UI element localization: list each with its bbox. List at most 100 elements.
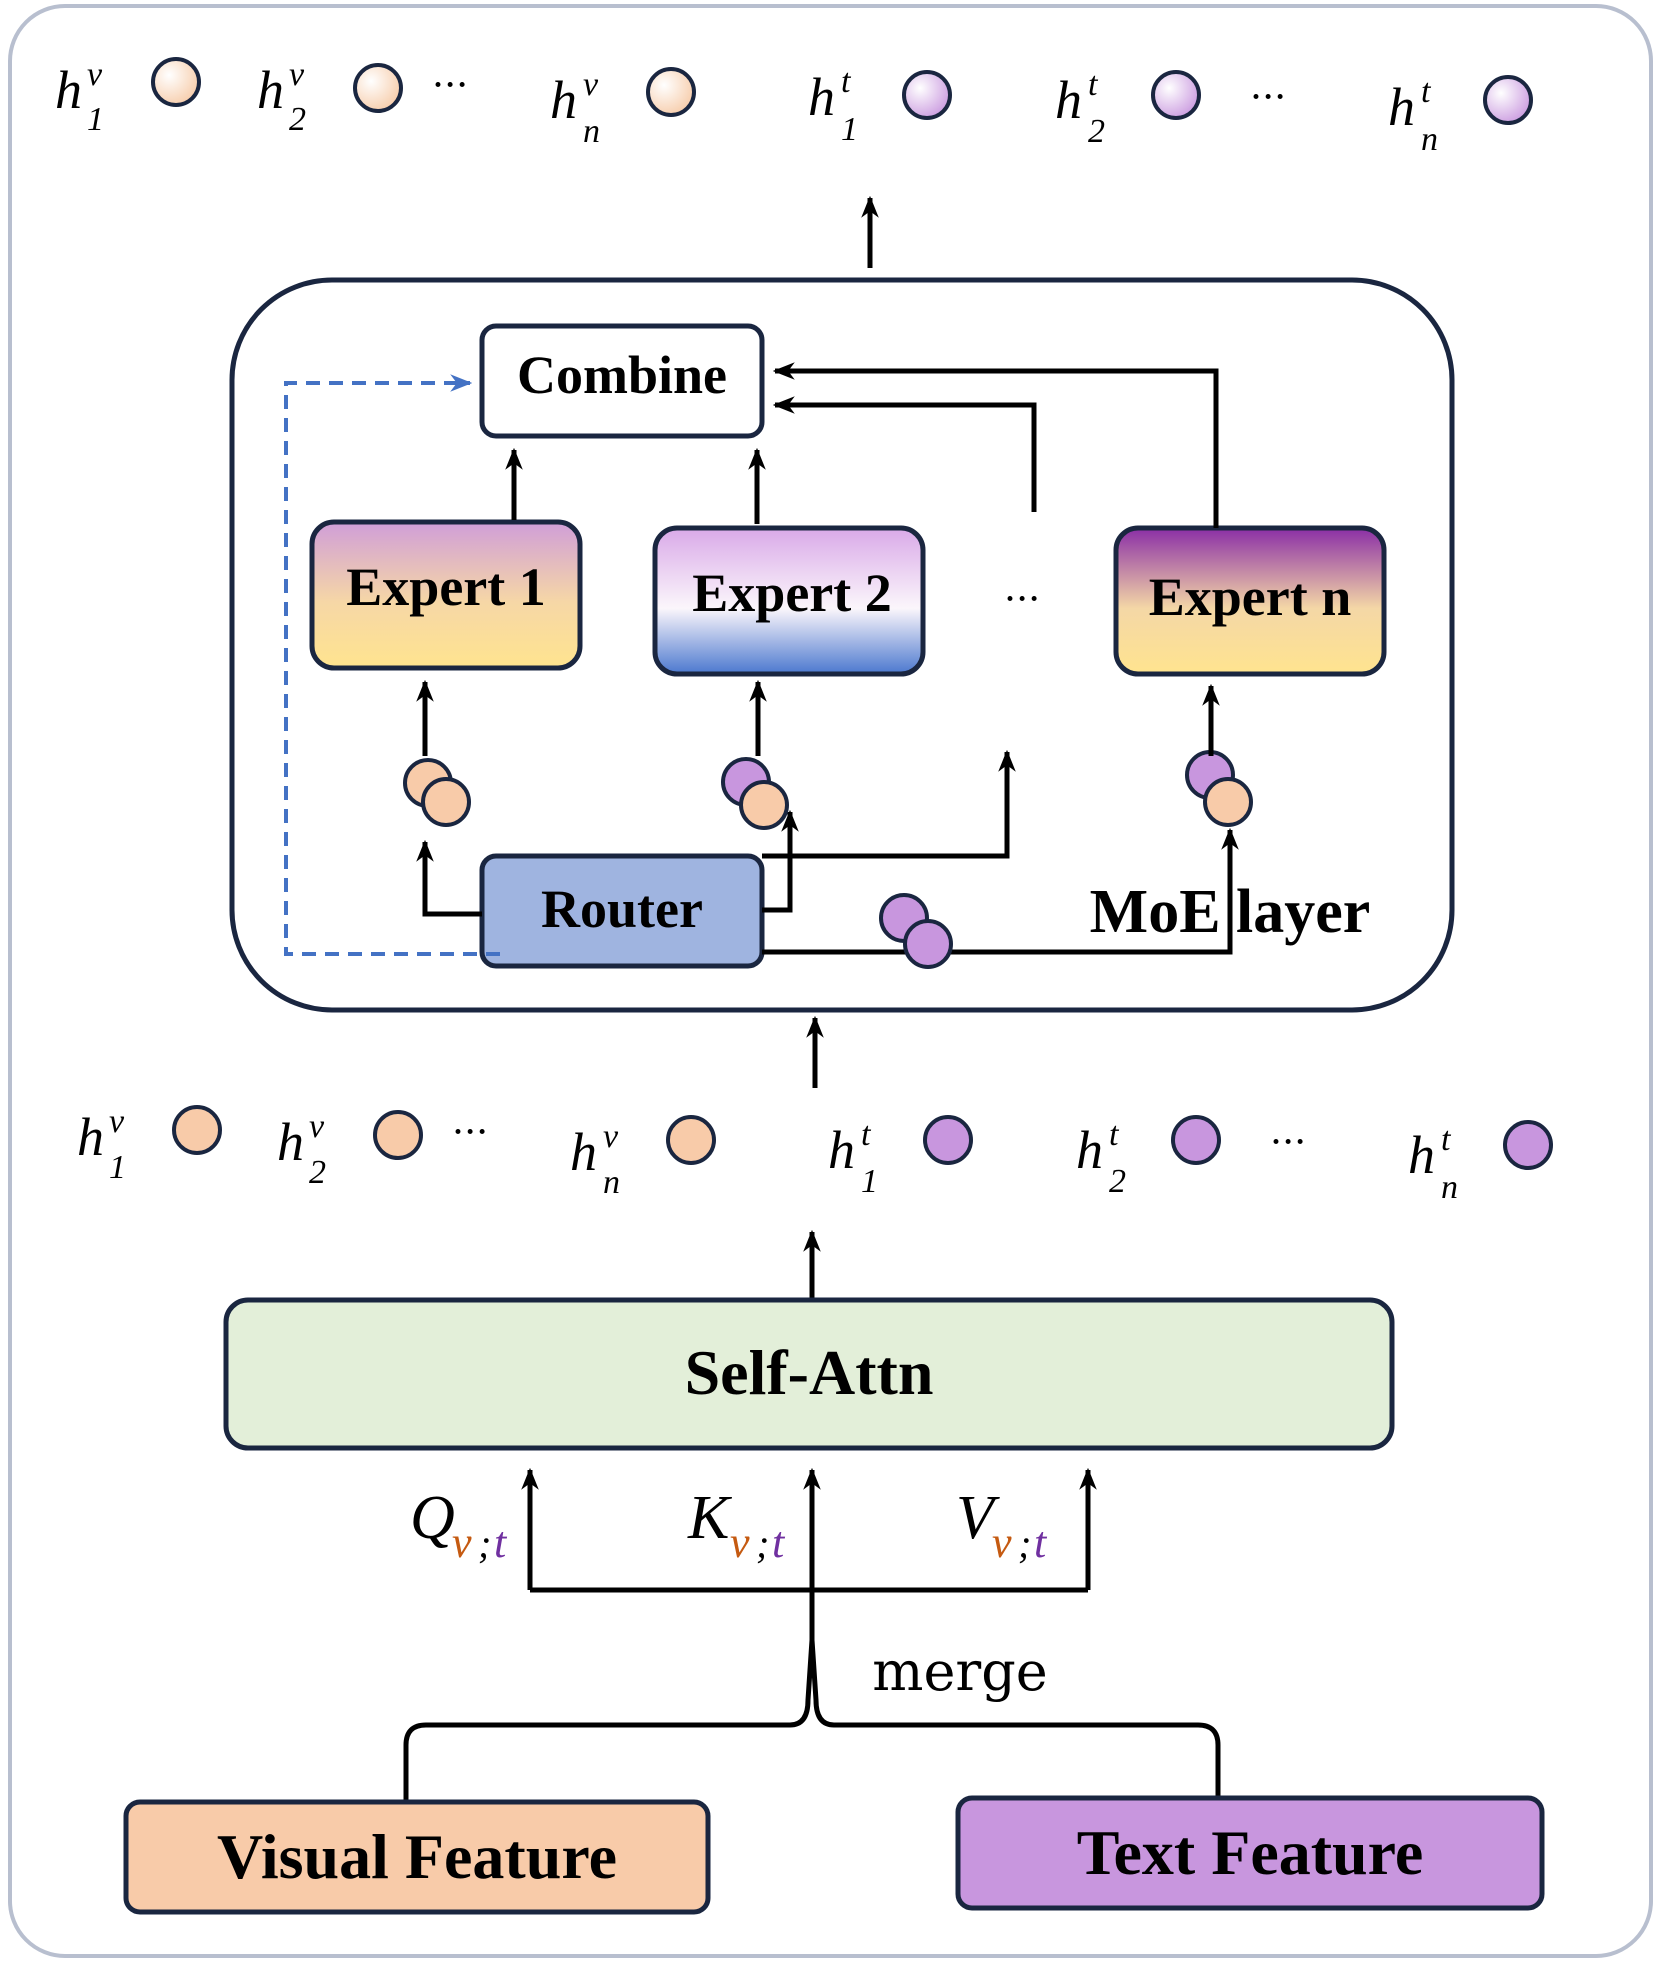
svg-text:h: h [808, 67, 835, 127]
token-label-out-h2v: h v 2 [257, 56, 306, 138]
expert2-box [652, 525, 926, 677]
token-label-mid-h1t: h t 1 [828, 1116, 878, 1200]
moe-layer-label: MoE layer [1090, 878, 1371, 946]
expertn-box [1113, 525, 1387, 677]
token-label-mid-h2v: h v 2 [277, 1108, 326, 1191]
token-circle-mid-tn [1503, 1120, 1553, 1170]
token-circle-out-t2 [1151, 70, 1201, 120]
token-label-out-hnt: h t n [1388, 73, 1438, 158]
ellipsis-mid-t: ··· [1270, 1120, 1306, 1164]
ellipsis-experts: ··· [1004, 577, 1040, 621]
arrow-expertn-to-combine [772, 362, 1219, 528]
svg-text:t: t [861, 1116, 872, 1153]
label-v: V v ; t [956, 1484, 1048, 1567]
expertn-label: Expert n [1149, 567, 1352, 627]
svg-text:h: h [828, 1120, 855, 1180]
ellipsis-out-t: ··· [1250, 75, 1286, 119]
combine-box [479, 323, 765, 439]
svg-text:v: v [109, 1103, 125, 1140]
svg-text:v: v [87, 56, 103, 93]
svg-text:;: ; [478, 1521, 491, 1566]
token-circle-out-vn [646, 67, 696, 117]
ellipsis-out-v: ··· [432, 63, 468, 107]
token-label-mid-h1v: h v 1 [77, 1103, 126, 1186]
svg-text:h: h [550, 70, 577, 130]
svg-text:h: h [257, 60, 284, 120]
expert1-label: Expert 1 [346, 557, 545, 617]
svg-text:t: t [1034, 1518, 1048, 1567]
svg-text:v: v [730, 1518, 750, 1567]
svg-text:h: h [570, 1122, 597, 1182]
svg-text:2: 2 [1109, 1163, 1126, 1200]
svg-text:2: 2 [1088, 113, 1105, 150]
token-circle-mid-t1 [923, 1115, 973, 1165]
svg-text:t: t [1421, 73, 1432, 110]
token-label-out-h1v: h v 1 [55, 56, 104, 138]
svg-text:t: t [494, 1518, 508, 1567]
text-feature-label: Text Feature [1077, 1817, 1424, 1888]
svg-text:v: v [289, 56, 305, 93]
token-label-out-h2t: h t 2 [1055, 66, 1105, 150]
route-router-to-expert1 [416, 839, 482, 917]
svg-text:n: n [583, 113, 600, 150]
svg-text:n: n [603, 1164, 620, 1201]
label-q: Q v ; t [410, 1484, 508, 1567]
svg-text:v: v [452, 1518, 472, 1567]
svg-text:1: 1 [841, 111, 858, 148]
label-k: K v ; t [687, 1484, 786, 1567]
self-attn-label: Self-Attn [685, 1337, 934, 1408]
token-circle-out-v2 [353, 63, 403, 113]
svg-text:1: 1 [109, 1149, 126, 1186]
svg-text:h: h [1076, 1120, 1103, 1180]
token-label-mid-hnt: h t n [1408, 1121, 1458, 1206]
svg-text:n: n [1421, 121, 1438, 158]
route-token-mid-b [903, 919, 953, 969]
visual-feature-box [123, 1799, 711, 1915]
svg-text:t: t [772, 1518, 786, 1567]
merge-label: merge [872, 1640, 1048, 1703]
token-circle-mid-t2 [1171, 1115, 1221, 1165]
route-token-e2-b [739, 780, 789, 830]
svg-text:h: h [77, 1107, 104, 1167]
visual-feature-label: Visual Feature [217, 1821, 617, 1892]
svg-text:K: K [687, 1484, 733, 1552]
token-label-mid-hnv: h v n [570, 1118, 620, 1201]
route-router-to-expert2 [762, 809, 799, 913]
svg-text:h: h [55, 60, 82, 120]
svg-text:v: v [992, 1518, 1012, 1567]
token-circle-out-v1 [151, 57, 201, 107]
route-router-to-dots [762, 749, 1016, 859]
token-circle-mid-v1 [172, 1105, 222, 1155]
self-attn-box [223, 1297, 1395, 1451]
text-feature-box [955, 1795, 1545, 1911]
route-token-en-b [1203, 777, 1253, 827]
expert2-label: Expert 2 [692, 563, 891, 623]
svg-text:;: ; [756, 1521, 769, 1566]
svg-text:v: v [603, 1118, 619, 1155]
expert1-box [309, 519, 583, 671]
arrow-dots-to-combine [772, 396, 1037, 512]
svg-text:h: h [1055, 70, 1082, 130]
svg-text:t: t [1088, 66, 1099, 103]
svg-text:Q: Q [410, 1484, 455, 1552]
svg-text:v: v [309, 1108, 325, 1145]
route-token-e1-b [421, 777, 471, 827]
svg-text:h: h [1388, 77, 1415, 137]
combine-label: Combine [517, 345, 727, 405]
output-tokens: h v 1 h v 2 ··· h v n h t 1 h t 2 ··· [55, 56, 1533, 158]
svg-text:t: t [841, 63, 852, 100]
svg-text:h: h [1408, 1125, 1435, 1185]
ellipsis-mid-v: ··· [452, 1110, 488, 1154]
svg-text:1: 1 [87, 101, 104, 138]
svg-text:h: h [277, 1112, 304, 1172]
token-circle-out-t1 [902, 70, 952, 120]
mid-tokens: h v 1 h v 2 ··· h v n h t 1 h t 2 ··· [77, 1103, 1553, 1206]
token-circle-mid-vn [666, 1115, 716, 1165]
svg-text:V: V [956, 1484, 1000, 1552]
token-circle-mid-v2 [373, 1110, 423, 1160]
svg-text:2: 2 [289, 101, 306, 138]
svg-text:;: ; [1018, 1521, 1031, 1566]
svg-text:2: 2 [309, 1154, 326, 1191]
token-label-out-h1t: h t 1 [808, 63, 858, 148]
